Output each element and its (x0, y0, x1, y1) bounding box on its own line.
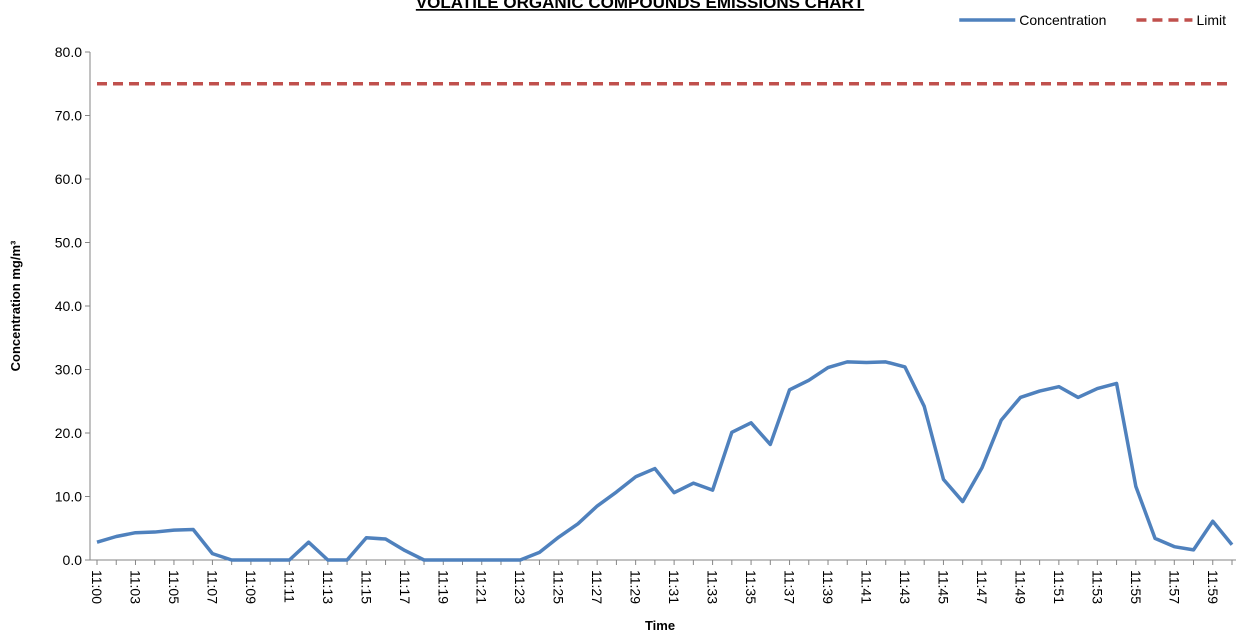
x-tick-label: 11:05 (166, 570, 182, 604)
x-tick-label: 11:29 (628, 570, 644, 604)
x-tick-label: 11:15 (358, 570, 374, 604)
x-tick-label: 11:43 (897, 570, 913, 604)
x-tick-label: 11:11 (281, 570, 297, 603)
x-tick-label: 11:53 (1089, 570, 1105, 604)
x-tick-label: 11:25 (551, 570, 567, 604)
x-tick-label: 11:03 (127, 570, 143, 604)
x-tick-label: 11:27 (589, 570, 605, 604)
y-tick-label: 40.0 (55, 298, 82, 314)
y-tick-label: 60.0 (55, 171, 82, 187)
x-tick-label: 11:23 (512, 570, 528, 604)
x-tick-label: 11:33 (705, 570, 721, 604)
x-tick-label: 11:07 (204, 570, 220, 604)
x-tick-label: 11:00 (89, 570, 105, 604)
x-tick-label: 11:31 (666, 570, 682, 604)
x-tick-label: 11:57 (1166, 570, 1182, 604)
x-tick-label: 11:37 (782, 570, 798, 604)
x-tick-label: 11:09 (243, 570, 259, 604)
legend-label: Limit (1196, 12, 1226, 28)
x-tick-label: 11:59 (1205, 570, 1221, 604)
series-line (96, 360, 1234, 562)
x-tick-label: 11:45 (935, 570, 951, 604)
x-tick-label: 11:55 (1128, 570, 1144, 604)
y-tick-label: 0.0 (63, 552, 83, 568)
y-tick-label: 80.0 (55, 44, 82, 60)
x-tick-label: 11:51 (1051, 570, 1067, 604)
x-tick-label: 11:35 (743, 570, 759, 604)
y-tick-label: 10.0 (55, 489, 82, 505)
legend-label: Concentration (1019, 12, 1106, 28)
x-tick-label: 11:47 (974, 570, 990, 604)
x-tick-label: 11:19 (435, 570, 451, 604)
x-tick-label: 11:39 (820, 570, 836, 604)
x-tick-label: 11:41 (858, 570, 874, 604)
y-axis-label: Concentration mg/m³ (8, 240, 23, 371)
x-axis-label: Time (645, 618, 675, 633)
y-tick-label: 30.0 (55, 362, 82, 378)
y-tick-label: 50.0 (55, 235, 82, 251)
x-tick-label: 11:49 (1012, 570, 1028, 604)
x-tick-label: 11:17 (397, 570, 413, 604)
chart-title: VOLATILE ORGANIC COMPOUNDS EMISSIONS CHA… (416, 0, 865, 12)
x-tick-label: 11:13 (320, 570, 336, 604)
y-tick-label: 70.0 (55, 108, 82, 124)
x-tick-label: 11:21 (474, 570, 490, 604)
y-tick-label: 20.0 (55, 425, 82, 441)
